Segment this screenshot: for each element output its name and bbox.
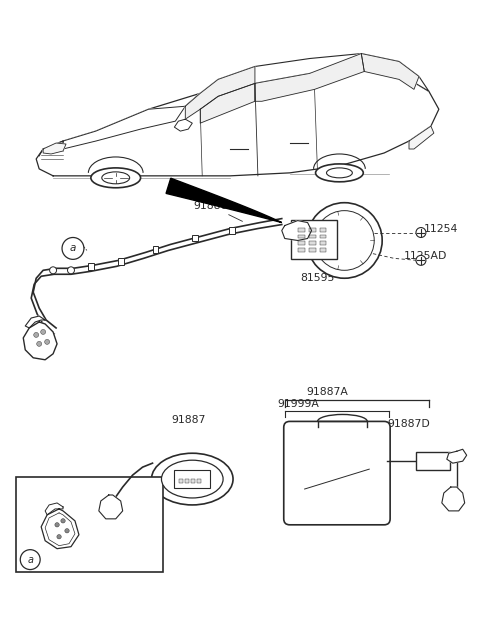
Circle shape [41, 329, 46, 334]
Text: a: a [27, 555, 33, 564]
Ellipse shape [161, 460, 223, 498]
Circle shape [314, 211, 374, 270]
Polygon shape [200, 83, 255, 123]
Bar [298, 234, 305, 238]
Polygon shape [41, 509, 79, 549]
Polygon shape [36, 67, 439, 176]
Circle shape [416, 256, 426, 265]
Polygon shape [282, 221, 312, 241]
Circle shape [307, 203, 382, 278]
Bar [192, 479, 195, 483]
Text: 91886: 91886 [193, 201, 242, 221]
Text: 91887A: 91887A [307, 386, 348, 397]
Polygon shape [447, 449, 467, 463]
Bar [180, 479, 183, 483]
Circle shape [49, 267, 57, 273]
Circle shape [68, 267, 74, 273]
Polygon shape [185, 53, 429, 106]
Bar [16, 477, 164, 571]
Polygon shape [43, 143, 66, 154]
Bar [320, 248, 326, 252]
Bar [309, 248, 315, 252]
Ellipse shape [102, 172, 130, 184]
FancyBboxPatch shape [174, 470, 210, 488]
Ellipse shape [326, 168, 352, 178]
Bar [229, 227, 235, 234]
Text: 91887: 91887 [171, 415, 205, 426]
Bar [320, 227, 326, 232]
Bar [298, 248, 305, 252]
Bar [320, 241, 326, 245]
Polygon shape [166, 178, 282, 223]
Bar [88, 263, 94, 270]
Text: 1125AD: 1125AD [404, 252, 447, 261]
Polygon shape [185, 67, 255, 119]
Circle shape [45, 340, 49, 344]
Circle shape [20, 550, 40, 569]
Bar [309, 234, 315, 238]
Bar [309, 227, 315, 232]
Polygon shape [63, 106, 185, 149]
Text: 91999A: 91999A [278, 399, 320, 410]
Bar [153, 247, 158, 254]
Circle shape [416, 227, 426, 238]
Polygon shape [45, 503, 63, 515]
Circle shape [57, 535, 61, 539]
Polygon shape [442, 487, 465, 511]
Polygon shape [25, 316, 45, 328]
Polygon shape [174, 119, 192, 131]
Text: 91887D: 91887D [387, 419, 430, 429]
FancyBboxPatch shape [416, 452, 450, 470]
Bar [298, 227, 305, 232]
Circle shape [61, 519, 65, 523]
Circle shape [62, 238, 84, 259]
Bar [197, 479, 201, 483]
Text: a: a [70, 243, 76, 254]
Polygon shape [255, 53, 364, 101]
Bar [185, 479, 189, 483]
Bar [192, 234, 198, 241]
Bar [309, 241, 315, 245]
Bar [298, 241, 305, 245]
Bar [118, 258, 124, 265]
Circle shape [34, 333, 39, 338]
Ellipse shape [152, 453, 233, 505]
Ellipse shape [91, 168, 141, 187]
Text: 81595: 81595 [300, 273, 335, 283]
Polygon shape [23, 322, 57, 360]
FancyBboxPatch shape [284, 421, 390, 525]
Polygon shape [99, 495, 123, 519]
Text: 11254: 11254 [424, 223, 458, 234]
Circle shape [36, 342, 42, 346]
Circle shape [65, 528, 69, 533]
Polygon shape [409, 126, 434, 149]
Text: 67035A: 67035A [91, 482, 133, 492]
Ellipse shape [315, 164, 363, 182]
Polygon shape [361, 53, 419, 89]
FancyBboxPatch shape [291, 220, 337, 259]
Bar [320, 234, 326, 238]
Circle shape [55, 523, 59, 527]
